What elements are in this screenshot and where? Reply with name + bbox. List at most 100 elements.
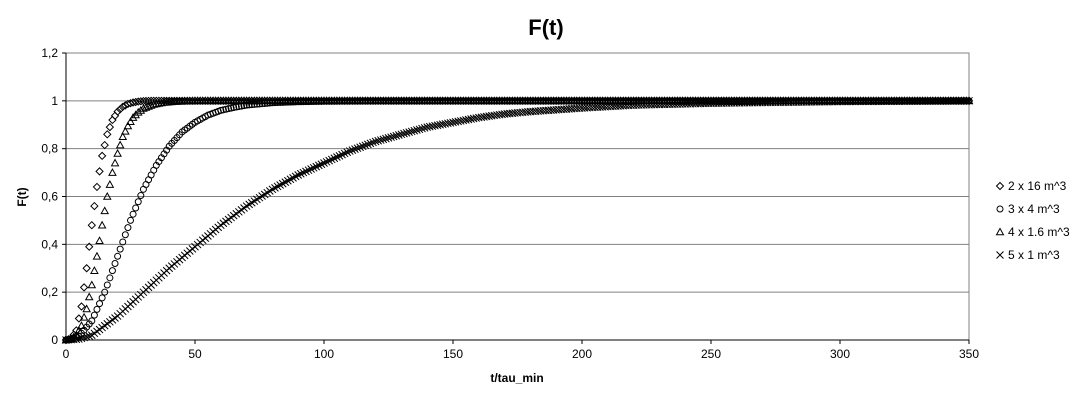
y-tick-label: 1,2 xyxy=(41,46,58,60)
data-point xyxy=(108,168,117,176)
data-point xyxy=(111,259,119,267)
data-point xyxy=(320,159,328,167)
legend-marker-diamond xyxy=(995,181,1005,191)
legend-label: 4 x 1.6 m^3 xyxy=(1008,225,1070,239)
data-point xyxy=(374,136,383,145)
data-point xyxy=(307,165,315,173)
y-tick-label: 0,6 xyxy=(41,190,58,204)
data-point xyxy=(96,300,104,308)
data-point xyxy=(376,136,385,144)
x-tick-label: 300 xyxy=(830,347,850,361)
data-point xyxy=(413,126,421,134)
data-point xyxy=(102,191,112,200)
data-point xyxy=(98,294,106,302)
chart-title: F(t) xyxy=(528,15,563,40)
x-tick-label: 350 xyxy=(959,347,979,361)
data-point xyxy=(358,142,367,151)
data-point xyxy=(343,148,352,157)
data-point xyxy=(105,122,115,132)
data-point xyxy=(115,104,125,114)
data-point xyxy=(120,126,130,135)
data-point xyxy=(353,144,362,153)
data-point xyxy=(369,138,377,147)
data-point xyxy=(103,281,111,289)
data-point xyxy=(82,332,91,341)
data-point xyxy=(97,220,107,229)
data-point xyxy=(361,141,370,150)
legend-marker-circle xyxy=(996,205,1004,213)
data-point xyxy=(87,220,97,230)
legend-marker-triangle xyxy=(995,227,1005,236)
data-point xyxy=(82,264,91,273)
data-point xyxy=(110,158,120,167)
data-point xyxy=(340,149,349,158)
data-point xyxy=(85,242,94,251)
data-point xyxy=(415,125,424,134)
data-point xyxy=(82,304,91,313)
data-point xyxy=(85,332,94,340)
data-point xyxy=(95,167,104,176)
data-point xyxy=(119,238,127,246)
data-point xyxy=(113,107,122,116)
data-point xyxy=(384,134,393,142)
legend-label: 2 x 16 m^3 xyxy=(1008,179,1067,193)
data-point xyxy=(113,148,122,157)
data-point xyxy=(90,311,98,319)
data-point xyxy=(382,134,390,143)
data-point xyxy=(74,314,84,323)
data-point xyxy=(77,334,86,343)
x-tick-label: 100 xyxy=(314,347,334,361)
data-point xyxy=(227,104,235,112)
data-point xyxy=(92,251,102,260)
data-series xyxy=(61,96,974,345)
data-point xyxy=(126,117,135,126)
data-point xyxy=(90,266,99,274)
data-point xyxy=(400,129,408,138)
data-point xyxy=(356,143,364,152)
axes: 0 0,2 0,4 0,6 0,8 1 1,2 0 50 100 150 200 250 300 350 xyxy=(41,46,979,361)
data-point xyxy=(397,130,406,139)
data-point xyxy=(75,335,83,343)
data-point xyxy=(123,121,133,130)
data-point xyxy=(379,135,388,144)
x-tick-label: 150 xyxy=(443,347,463,361)
legend-marker-cross xyxy=(996,251,1004,259)
data-point xyxy=(146,100,156,109)
data-point xyxy=(124,224,132,232)
data-point xyxy=(317,160,326,169)
data-point xyxy=(965,96,973,105)
data-point xyxy=(106,274,114,282)
data-point xyxy=(304,166,313,175)
data-point xyxy=(116,245,124,253)
data-point xyxy=(296,169,305,178)
data-point xyxy=(93,305,101,313)
data-point xyxy=(392,131,401,140)
data-point xyxy=(302,167,310,176)
data-point xyxy=(129,210,137,218)
data-point xyxy=(330,154,339,163)
data-point xyxy=(134,198,142,206)
data-point xyxy=(325,156,334,165)
data-point xyxy=(345,147,354,155)
data-point xyxy=(407,127,416,136)
data-point xyxy=(79,283,89,292)
data-point xyxy=(327,155,336,164)
data-point xyxy=(101,288,109,296)
data-point xyxy=(294,171,303,179)
data-point xyxy=(394,131,403,139)
y-tick-label: 0,8 xyxy=(41,142,58,156)
data-point xyxy=(84,292,94,301)
data-point xyxy=(121,231,129,239)
data-point xyxy=(97,151,107,161)
data-point xyxy=(77,321,86,329)
data-point xyxy=(114,252,122,260)
data-point xyxy=(118,132,128,141)
data-point xyxy=(100,140,109,150)
data-point xyxy=(79,312,89,321)
data-point xyxy=(237,102,245,110)
data-point xyxy=(387,133,395,142)
data-point xyxy=(348,146,357,154)
legend-label: 5 x 1 m^3 xyxy=(1008,248,1060,262)
data-point xyxy=(131,110,141,119)
